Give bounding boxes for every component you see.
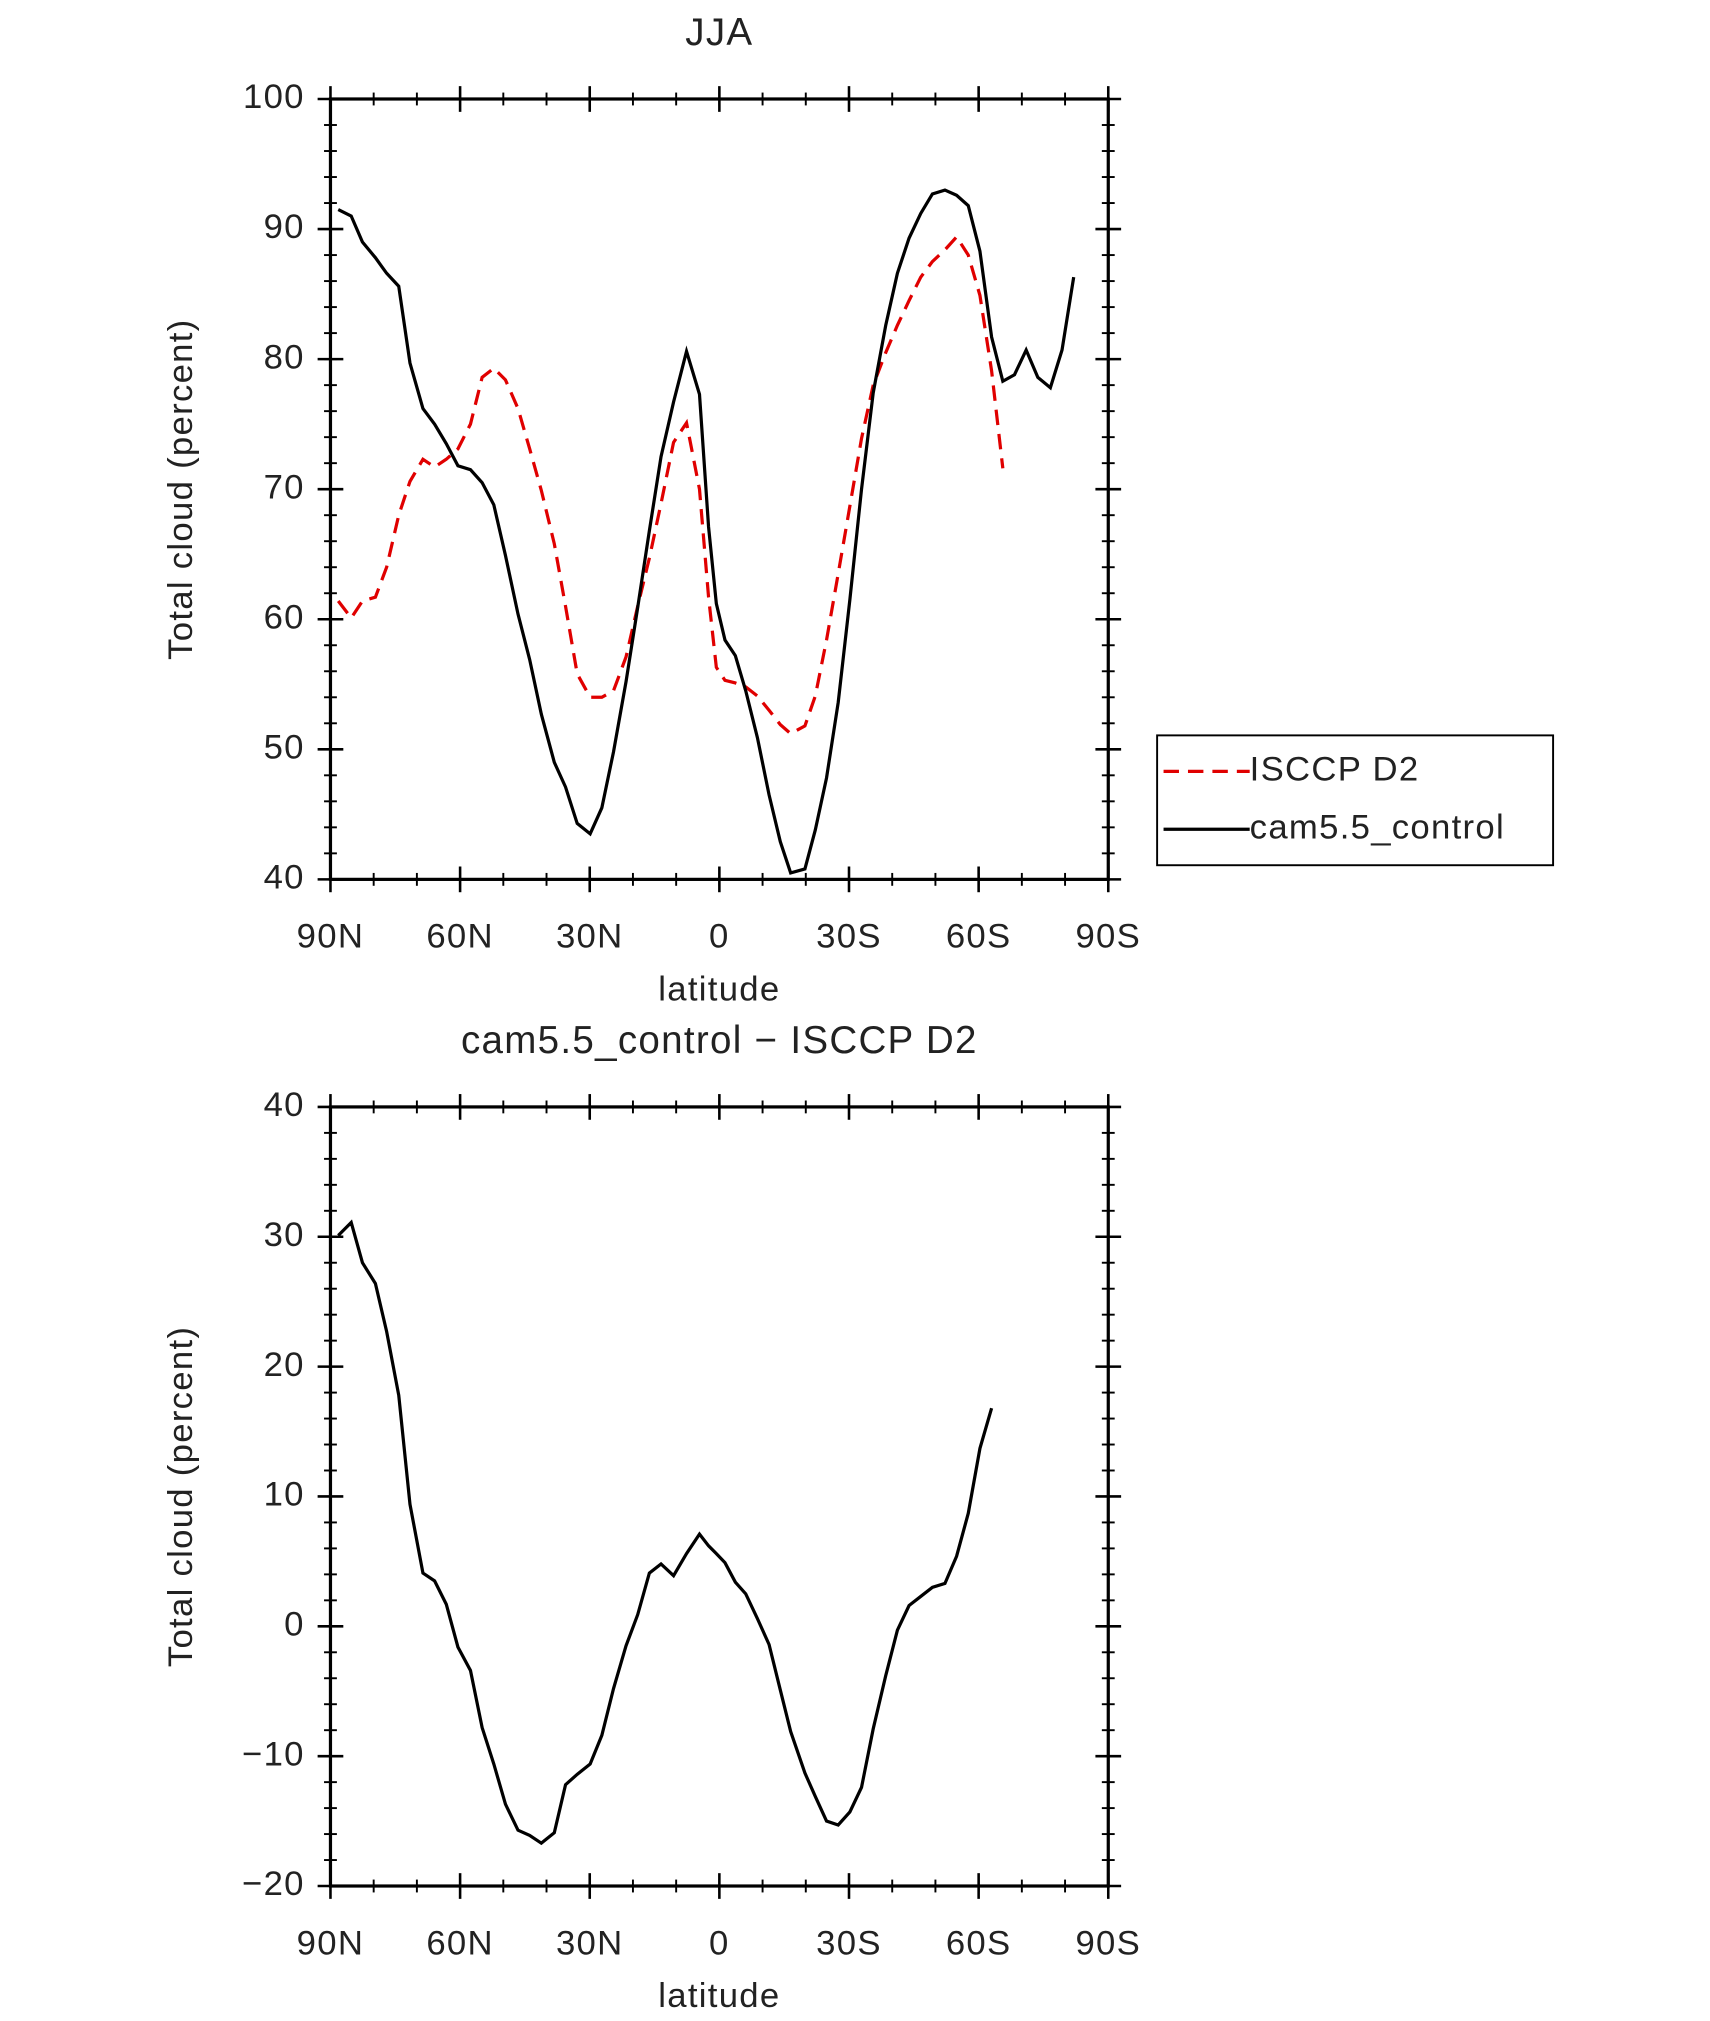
x-tick-label: 30S — [816, 918, 882, 956]
y-tick-label: 60 — [264, 598, 305, 636]
y-tick-label: −10 — [242, 1735, 305, 1773]
chart-title: cam5.5_control − ISCCP D2 — [461, 1019, 978, 1062]
x-tick-label: 90S — [1075, 918, 1141, 956]
x-tick-label: 0 — [709, 918, 730, 956]
x-axis-label: latitude — [658, 1977, 780, 2015]
x-tick-label: 60S — [946, 1924, 1012, 1962]
x-tick-label: 90S — [1075, 1924, 1141, 1962]
y-tick-label: 20 — [264, 1346, 305, 1384]
x-tick-label: 90N — [297, 918, 365, 956]
legend-label: ISCCP D2 — [1250, 751, 1420, 789]
x-tick-label: 0 — [709, 1924, 730, 1962]
y-tick-label: 50 — [264, 728, 305, 766]
y-tick-label: 10 — [264, 1476, 305, 1514]
plot-frame — [328, 1105, 1110, 1888]
y-axis-label: Total cloud (percent) — [162, 318, 200, 659]
x-tick-label: 60N — [426, 918, 494, 956]
y-tick-label: 100 — [243, 78, 305, 116]
legend-label: cam5.5_control — [1250, 808, 1505, 846]
legend-box — [1156, 734, 1555, 867]
x-tick-label: 60N — [426, 1924, 494, 1962]
y-tick-label: 40 — [264, 859, 305, 897]
x-tick-label: 60S — [946, 918, 1012, 956]
x-tick-label: 30N — [556, 1924, 624, 1962]
x-tick-label: 30S — [816, 1924, 882, 1962]
y-tick-label: 30 — [264, 1216, 305, 1254]
y-axis-label: Total cloud (percent) — [162, 1326, 200, 1667]
plot-frame — [328, 97, 1110, 881]
y-tick-label: 0 — [284, 1605, 305, 1643]
x-tick-label: 30N — [556, 918, 624, 956]
y-tick-label: 90 — [264, 208, 305, 246]
y-tick-label: −20 — [242, 1865, 305, 1903]
data-line — [336, 234, 1005, 736]
chart-title: JJA — [685, 11, 753, 54]
y-tick-label: 80 — [264, 338, 305, 376]
data-line — [337, 188, 1076, 875]
y-tick-label: 70 — [264, 468, 305, 506]
data-line — [337, 1219, 994, 1846]
x-tick-label: 90N — [297, 1924, 365, 1962]
y-tick-label: 40 — [264, 1086, 305, 1124]
x-axis-label: latitude — [658, 970, 780, 1008]
